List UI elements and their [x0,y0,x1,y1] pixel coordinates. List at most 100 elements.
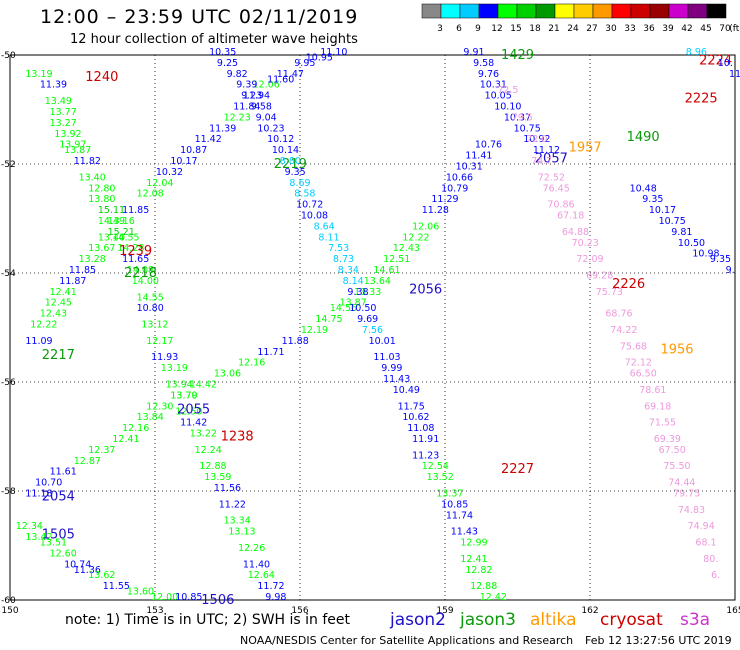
swh-value-label: 9.98 [265,592,286,603]
swh-value-label: 76.45 [543,183,570,194]
swh-value-label: 11.93 [151,352,178,363]
swh-value-label: 15.11 [98,205,125,216]
legend-level-label: 45 [700,24,711,34]
track-id-label: 1240 [85,70,118,85]
swh-value-label: 74.7 [531,156,552,167]
swh-value-label: 10.32 [156,167,183,178]
legend-level-label: 18 [529,24,541,34]
swh-value-label: 10.85 [175,592,202,603]
swh-value-label: 12.41 [112,434,139,445]
x-tick-label: 150 [1,606,18,616]
y-tick-label: -50 [1,51,16,61]
swh-value-label: 74.83 [678,505,705,516]
swh-value-label: 12.88 [199,461,226,472]
swh-value-label: 14.55 [137,292,164,303]
swh-value-label: 12.87 [74,456,101,467]
swh-value-label: 9.04 [256,112,277,123]
swh-value-label: 13.40 [79,172,106,183]
swh-value-label: 11.42 [180,418,207,429]
swh-value-label: 7.56 [362,325,383,336]
swh-value-label: 10.76 [475,140,502,151]
track-id-label: 2056 [409,282,442,297]
legend-level-label: 27 [586,24,597,34]
swh-value-label: 10.50 [349,303,376,314]
swh-value-label: 10.14 [272,145,299,156]
swh-value-label: 10.05 [485,91,512,102]
swh-value-label: 12.82 [465,565,492,576]
swh-value-label: 9.95 [294,58,315,69]
swh-value-label: 13.92 [54,129,81,140]
legend-swatch [706,3,727,19]
swh-value-label: 13.84 [137,412,164,423]
legend-swatch [611,3,632,19]
y-tick-label: -54 [1,269,16,279]
track-id-label: 2219 [274,157,307,172]
swh-value-label: 11.71 [257,347,284,358]
swh-value-label: 9.81 [671,227,692,238]
swh-value-label: 11.22 [219,499,246,510]
swh-value-label: 72.5 [497,85,518,96]
swh-value-label: 14.08 [127,265,154,276]
swh-value-label: 14.75 [315,314,342,325]
swh-value-label: 66.50 [630,369,657,380]
swh-value-label: 10.75 [514,123,541,134]
swh-value-label: 13.42 [25,532,52,543]
swh-value-label: 12.19 [301,325,328,336]
swh-value-label: 10.74 [64,559,91,570]
swh-value-label: 13.28 [79,254,106,265]
swh-value-label: 12.42 [480,592,507,603]
legend-level-label: 12 [491,24,502,34]
swh-value-label: 11.75 [398,401,425,412]
swh-value-label: 11.29 [431,194,458,205]
swh-value-label: 8.69 [289,178,310,189]
swh-value-label: 8.73 [333,254,354,265]
legend-swatch [592,3,613,19]
legend-swatch [497,3,518,19]
swh-value-label: 8.80 [280,156,301,167]
swh-value-label: 13.37 [436,488,463,499]
track-id-label: 2055 [177,402,210,417]
x-tick-label: 162 [581,606,598,616]
track-id-label: 2054 [42,489,75,504]
swh-value-label: 10.35 [209,47,236,58]
swh-value-label: 72.0 [526,134,547,145]
swh-value-label: 9. [726,265,735,276]
swh-value-label: 12.24 [195,445,222,456]
legend-swatch [516,3,537,19]
swh-value-label: 10.72 [296,200,323,211]
swh-value-label: 13.16 [108,216,135,227]
swh-value-label: 11.84 [233,102,260,113]
swh-value-label: 11.10 [320,47,347,58]
swh-value-label: 10.98 [692,249,719,260]
swh-value-label: 80. [703,554,718,565]
legend-swatch [478,3,499,19]
legend-level-label: 3 [437,24,443,34]
swh-value-label: 13.70 [170,390,197,401]
swh-value-label: 10.31 [480,80,507,91]
x-tick-label: 165 [726,606,740,616]
swh-value-label: 9.25 [217,58,238,69]
swh-value-label: 10. [718,58,733,69]
swh-value-label: 74.94 [688,521,715,532]
swh-value-label: 12.08 [137,189,164,200]
swh-value-label: 72.12 [625,358,652,369]
swh-value-label: 12.37 [88,445,115,456]
swh-value-label: 11.74 [446,510,473,521]
swh-value-label: 11.88 [282,336,309,347]
legend-jason3: jason3 [460,610,516,630]
swh-value-label: 11.18 [25,488,52,499]
swh-value-label: 75.68 [620,341,647,352]
swh-value-label: 12.60 [50,548,77,559]
swh-value-label: 15.21 [108,227,135,238]
swh-value-label: 14.56 [330,303,357,314]
swh-value-label: 9.58 [251,102,272,113]
swh-value-label: 11.60 [267,74,294,85]
track-id-label: 1506 [201,593,234,608]
swh-value-label: 13.64 [364,276,391,287]
swh-value-label: 11.43 [383,374,410,385]
swh-value-label: 9.58 [473,58,494,69]
track-id-label: 1238 [221,430,254,445]
swh-value-label: 10.10 [494,102,521,113]
swh-value-label: 11.39 [209,123,236,134]
legend-swatch [535,3,556,19]
